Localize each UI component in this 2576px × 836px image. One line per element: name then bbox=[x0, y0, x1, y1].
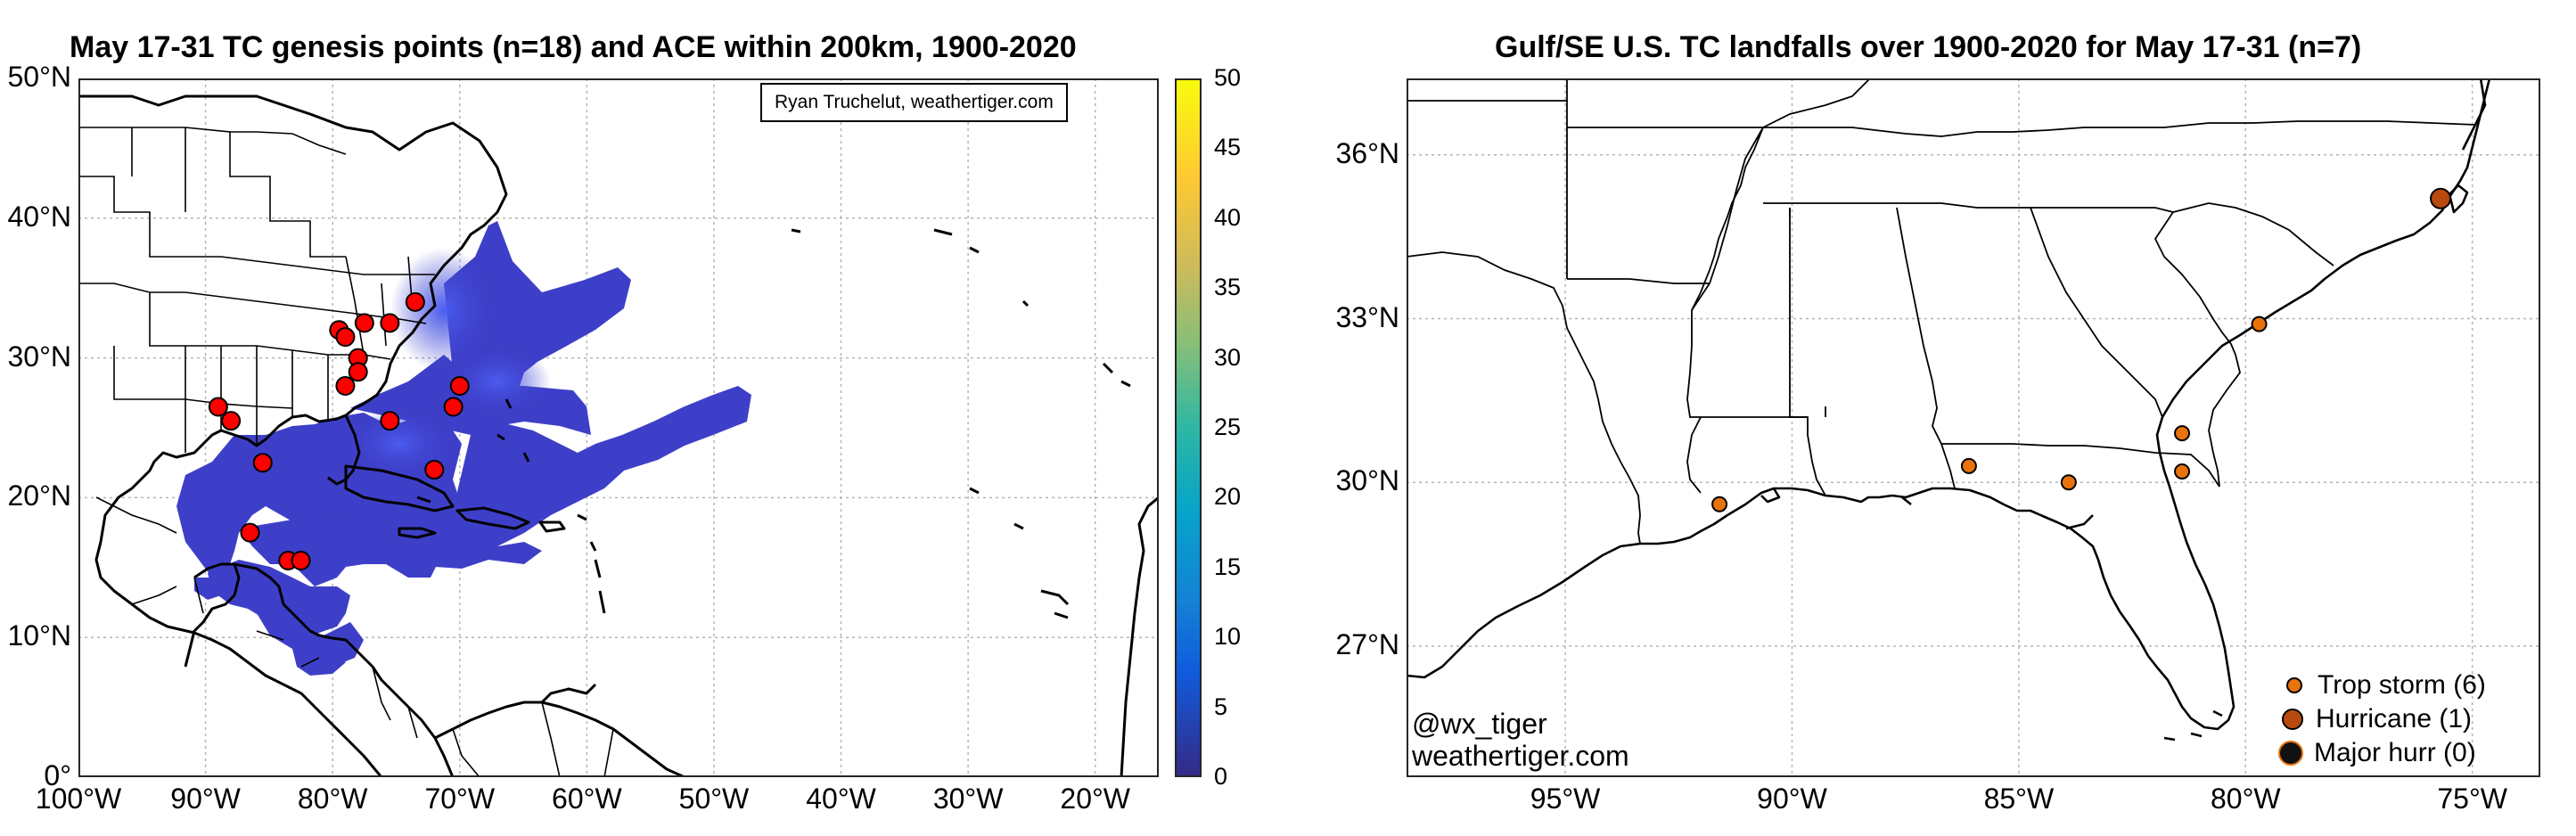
trop-storm-landfall bbox=[2060, 474, 2077, 491]
trop-storm-landfall bbox=[2174, 463, 2191, 479]
x-tick-label: 60°W bbox=[552, 783, 622, 815]
right-grid bbox=[1407, 78, 2540, 777]
legend-trop-storm: Trop storm (6) bbox=[2282, 670, 2486, 701]
genesis-point bbox=[380, 411, 400, 431]
colorbar-tick-label: 40 bbox=[1214, 203, 1242, 231]
genesis-point bbox=[252, 453, 273, 473]
hurricane-marker-icon bbox=[2282, 709, 2303, 730]
genesis-point bbox=[221, 411, 242, 431]
colorbar-tick-label: 50 bbox=[1214, 64, 1242, 91]
y-tick-label: 30°N bbox=[7, 340, 72, 373]
genesis-point bbox=[291, 550, 311, 570]
x-tick-label: 50°W bbox=[678, 783, 750, 815]
y-tick-label: 30°N bbox=[1335, 464, 1400, 497]
right-map-panel bbox=[1407, 78, 2540, 777]
colorbar-tick-label: 15 bbox=[1214, 553, 1242, 580]
genesis-point bbox=[348, 362, 368, 382]
trop-storm-landfall bbox=[1960, 457, 1977, 474]
y-tick-label: 27°N bbox=[1335, 628, 1400, 660]
trop-storm-landfall bbox=[2251, 316, 2268, 332]
genesis-point bbox=[354, 313, 374, 333]
x-tick-label: 95°W bbox=[1530, 783, 1601, 815]
colorbar-tick-label: 10 bbox=[1214, 623, 1242, 651]
genesis-points bbox=[208, 291, 470, 570]
x-tick-label: 100°W bbox=[35, 783, 122, 815]
genesis-point bbox=[335, 375, 356, 396]
left-credit-box: Ryan Truchelut, weathertiger.com bbox=[760, 83, 1068, 122]
x-tick-label: 75°W bbox=[2437, 783, 2507, 815]
x-tick-label: 20°W bbox=[1060, 783, 1130, 815]
landfall-points bbox=[1711, 187, 2452, 512]
colorbar-tick-label: 30 bbox=[1214, 343, 1242, 371]
x-tick-label: 30°W bbox=[932, 783, 1004, 815]
x-tick-label: 80°W bbox=[297, 783, 368, 815]
x-tick-label: 70°W bbox=[424, 783, 496, 815]
hurricane-landfall bbox=[2430, 187, 2452, 209]
y-tick-label: 36°N bbox=[1335, 136, 1400, 169]
x-tick-label: 80°W bbox=[2210, 783, 2281, 815]
trop-storm-marker-icon bbox=[2286, 677, 2302, 693]
left-map-plot bbox=[78, 78, 1159, 777]
legend-trop-storm-label: Trop storm (6) bbox=[2318, 670, 2486, 700]
genesis-point bbox=[240, 522, 260, 543]
x-tick-label: 90°W bbox=[1757, 783, 1827, 815]
left-map-title: May 17-31 TC genesis points (n=18) and A… bbox=[70, 30, 1077, 64]
twitter-handle: @wx_tiger bbox=[1412, 708, 1547, 740]
site-credit: weathertiger.com bbox=[1412, 740, 1629, 772]
genesis-point bbox=[208, 397, 228, 417]
colorbar-tick-label: 0 bbox=[1214, 763, 1228, 790]
right-map-plot bbox=[1407, 78, 2540, 777]
genesis-point bbox=[449, 375, 470, 396]
genesis-point bbox=[335, 327, 356, 348]
y-tick-label: 40°N bbox=[7, 200, 72, 233]
genesis-point bbox=[424, 460, 445, 480]
ace-density-area bbox=[176, 221, 751, 676]
genesis-point bbox=[443, 397, 464, 417]
left-coastlines bbox=[78, 94, 1159, 777]
left-map-panel bbox=[78, 78, 1159, 777]
legend-hurricane: Hurricane (1) bbox=[2280, 704, 2472, 734]
legend-major-label: Major hurr (0) bbox=[2314, 738, 2476, 767]
x-tick-label: 40°W bbox=[806, 783, 876, 815]
legend-major-hurricane: Major hurr (0) bbox=[2278, 738, 2476, 768]
colorbar-tick-label: 20 bbox=[1214, 483, 1242, 511]
colorbar-tick-label: 45 bbox=[1214, 134, 1242, 161]
genesis-point bbox=[405, 291, 425, 312]
y-tick-label: 0° bbox=[44, 759, 71, 791]
genesis-point bbox=[380, 313, 400, 333]
y-tick-label: 20°N bbox=[7, 479, 72, 512]
major-hurricane-marker-icon bbox=[2278, 741, 2303, 766]
trop-storm-landfall bbox=[2174, 425, 2191, 442]
colorbar-tick-label: 25 bbox=[1214, 414, 1242, 440]
right-state-borders bbox=[1407, 78, 2482, 545]
y-tick-label: 10°N bbox=[7, 619, 72, 652]
right-coastlines bbox=[1407, 78, 2491, 742]
y-tick-label: 50°N bbox=[7, 61, 72, 93]
x-tick-label: 85°W bbox=[1983, 783, 2055, 815]
y-tick-label: 33°N bbox=[1335, 300, 1400, 333]
colorbar-tick-label: 35 bbox=[1214, 274, 1242, 301]
right-map-title: Gulf/SE U.S. TC landfalls over 1900-2020… bbox=[1495, 30, 2362, 64]
x-tick-label: 90°W bbox=[170, 783, 241, 815]
trop-storm-landfall bbox=[1711, 496, 1728, 512]
colorbar-tick-label: 5 bbox=[1214, 693, 1228, 720]
colorbar bbox=[1175, 78, 1202, 777]
left-grid bbox=[78, 78, 1159, 777]
legend-hurricane-label: Hurricane (1) bbox=[2316, 704, 2473, 734]
